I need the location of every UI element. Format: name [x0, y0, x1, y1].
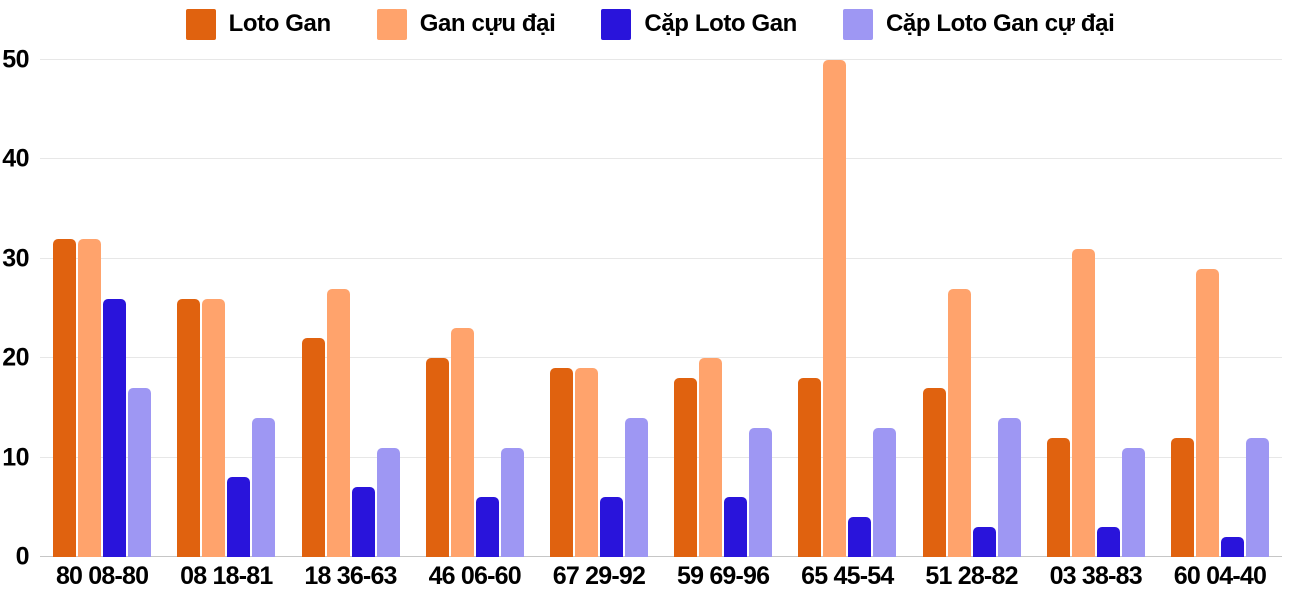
bar-gan-cuu-dai[interactable]: [326, 288, 350, 557]
y-tick-label: 20: [2, 343, 29, 372]
bar-cap-loto-gan-cu-dai[interactable]: [128, 388, 152, 557]
legend-swatch-icon: [601, 8, 632, 40]
x-category-label: 80 08-80: [55, 562, 149, 590]
y-tick-label: 40: [2, 144, 29, 173]
x-category-label: 46 06-60: [428, 562, 522, 590]
x-axis-line: [40, 556, 1282, 557]
x-axis-labels: 80 08-80 08 18-81 18 36-63 46 06-60 67 29-92…: [40, 562, 1282, 591]
bar-loto-gan[interactable]: [798, 378, 822, 557]
bar-gan-cuu-dai[interactable]: [202, 298, 226, 557]
bar-cap-loto-gan-cu-dai[interactable]: [376, 447, 400, 557]
bar-group: [537, 60, 661, 557]
legend-swatch-icon: [185, 8, 216, 40]
y-tick-label: 0: [15, 542, 30, 571]
bar-group: [164, 60, 288, 557]
bar-loto-gan[interactable]: [1046, 437, 1070, 557]
x-category-label: 59 69-96: [676, 562, 770, 590]
bar-loto-gan[interactable]: [549, 368, 573, 557]
bar-loto-gan[interactable]: [301, 338, 325, 557]
y-tick-label: 10: [2, 443, 29, 472]
bar-cap-loto-gan-cu-dai[interactable]: [252, 417, 276, 557]
bar-cap-loto-gan[interactable]: [227, 477, 251, 557]
legend-item-cap-loto-gan-cu-dai[interactable]: Cặp Loto Gan cự đại: [842, 8, 1115, 40]
bar-group: [40, 60, 164, 557]
bar-group: [661, 60, 785, 557]
bar-cap-loto-gan-cu-dai[interactable]: [749, 427, 773, 557]
bar-gan-cuu-dai[interactable]: [699, 358, 723, 557]
bar-loto-gan[interactable]: [425, 358, 449, 557]
legend-label: Cặp Loto Gan: [644, 10, 797, 37]
bar-loto-gan[interactable]: [922, 388, 946, 557]
bar-loto-gan[interactable]: [177, 298, 201, 557]
gridline: [40, 257, 1282, 259]
legend-item-cap-loto-gan[interactable]: Cặp Loto Gan: [601, 8, 797, 40]
bar-group: [1158, 60, 1282, 557]
bar-gan-cuu-dai[interactable]: [574, 368, 598, 557]
bar-cap-loto-gan[interactable]: [351, 487, 375, 557]
y-tick-label: 50: [2, 45, 29, 74]
legend-item-loto-gan[interactable]: Loto Gan: [185, 8, 332, 40]
bar-cap-loto-gan[interactable]: [724, 497, 748, 557]
bar-cap-loto-gan-cu-dai[interactable]: [624, 417, 648, 557]
y-tick-label: 30: [2, 244, 29, 273]
legend-label: Loto Gan: [228, 10, 332, 37]
gridline: [40, 456, 1282, 458]
legend-label: Gan cựu đại: [419, 10, 556, 37]
bar-gan-cuu-dai[interactable]: [1071, 248, 1095, 557]
bar-cap-loto-gan[interactable]: [103, 298, 127, 557]
bar-loto-gan[interactable]: [53, 238, 77, 557]
bar-group: [413, 60, 537, 557]
legend-swatch-icon: [842, 8, 873, 40]
bar-cap-loto-gan-cu-dai[interactable]: [1245, 437, 1269, 557]
bar-cap-loto-gan-cu-dai[interactable]: [1121, 447, 1145, 557]
legend-item-gan-cuu-dai[interactable]: Gan cựu đại: [376, 8, 556, 40]
bar-cap-loto-gan[interactable]: [972, 527, 996, 557]
plot-area: 80 08-80 08 18-81 18 36-63 46 06-60 67 29-92…: [2, 47, 1282, 590]
x-category-label: 60 04-40: [1173, 562, 1267, 590]
bars-layer: [40, 60, 1282, 557]
bar-group: [1034, 60, 1158, 557]
bar-cap-loto-gan-cu-dai[interactable]: [873, 427, 897, 557]
bar-loto-gan[interactable]: [1170, 437, 1194, 557]
bar-cap-loto-gan[interactable]: [1096, 527, 1120, 557]
gridline: [40, 357, 1282, 359]
bar-gan-cuu-dai[interactable]: [823, 60, 847, 557]
bar-cap-loto-gan-cu-dai[interactable]: [500, 447, 524, 557]
gridline: [40, 59, 1282, 60]
bar-cap-loto-gan[interactable]: [599, 497, 623, 557]
bar-gan-cuu-dai[interactable]: [450, 328, 474, 557]
legend-swatch-icon: [376, 8, 407, 40]
bar-group: [909, 60, 1033, 557]
x-category-label: 03 38-83: [1049, 562, 1143, 590]
x-category-label: 51 28-82: [925, 562, 1018, 590]
x-category-label: 67 29-92: [552, 562, 646, 590]
bar-gan-cuu-dai[interactable]: [78, 238, 102, 557]
x-category-label: 18 36-63: [304, 562, 397, 590]
bar-cap-loto-gan[interactable]: [848, 517, 872, 557]
bar-cap-loto-gan[interactable]: [475, 497, 499, 557]
bar-gan-cuu-dai[interactable]: [947, 288, 971, 557]
bar-gan-cuu-dai[interactable]: [1195, 268, 1219, 557]
bar-group: [288, 60, 412, 557]
x-category-label: 65 45-54: [801, 562, 894, 590]
bar-cap-loto-gan-cu-dai[interactable]: [997, 417, 1021, 557]
bar-cap-loto-gan[interactable]: [1220, 537, 1244, 557]
x-category-label: 08 18-81: [180, 562, 273, 590]
legend-label: Cặp Loto Gan cự đại: [885, 10, 1115, 37]
chart-legend: Loto Gan Gan cựu đại Cặp Loto Gan Cặp Loto …: [0, 7, 1300, 41]
bar-loto-gan[interactable]: [674, 378, 698, 557]
gridline: [40, 158, 1282, 160]
bar-group: [785, 60, 909, 557]
